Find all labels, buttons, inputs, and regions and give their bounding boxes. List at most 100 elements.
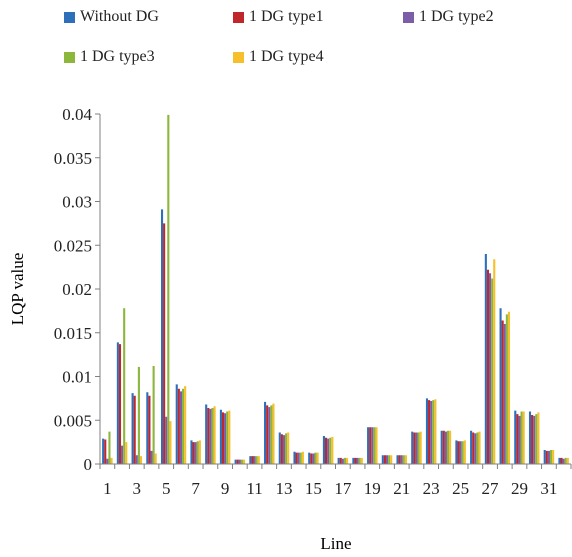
- bar-5-line-29: [522, 411, 525, 464]
- bar-2-line-14: [295, 452, 298, 465]
- bar-1-line-29: [514, 410, 517, 465]
- bar-3-line-9: [224, 413, 227, 464]
- x-tick-label: 5: [162, 479, 171, 498]
- x-tick-label: 7: [191, 479, 200, 498]
- x-tick-label: 3: [133, 479, 142, 498]
- chart-legend: Without DG 1 DG type1 1 DG type2 1 DG ty…: [0, 0, 572, 90]
- bar-5-line-4: [154, 453, 157, 464]
- bar-4-line-8: [211, 408, 214, 464]
- bar-5-line-30: [537, 412, 540, 465]
- bar-1-line-14: [293, 451, 296, 464]
- x-tick-label: 1: [103, 479, 112, 498]
- bar-2-line-23: [428, 400, 431, 465]
- bar-5-line-23: [434, 399, 437, 464]
- bar-3-line-6: [179, 391, 182, 465]
- bar-5-line-20: [390, 455, 393, 464]
- legend-item-dg-type4: 1 DG type4: [233, 48, 324, 66]
- bars-group: [102, 114, 569, 465]
- bar-2-line-25: [457, 441, 460, 464]
- bar-4-line-12: [270, 405, 273, 465]
- bar-2-line-5: [163, 223, 166, 465]
- bar-2-line-2: [118, 344, 122, 465]
- bar-1-line-3: [131, 393, 134, 465]
- bar-1-line-21: [396, 455, 399, 464]
- bar-3-line-25: [459, 441, 462, 464]
- bar-5-line-10: [242, 459, 246, 465]
- bar-2-line-6: [177, 388, 180, 464]
- bar-2-line-15: [310, 453, 313, 464]
- bar-1-line-32: [558, 457, 561, 465]
- legend-label: Without DG: [80, 8, 159, 25]
- bar-4-line-22: [417, 432, 420, 464]
- bar-1-line-5: [160, 209, 164, 465]
- bar-2-line-16: [324, 437, 328, 464]
- bar-1-line-17: [337, 457, 340, 465]
- bar-2-line-18: [354, 457, 357, 465]
- bar-3-line-5: [165, 416, 168, 464]
- bar-4-line-6: [182, 388, 185, 464]
- legend-item-dg-type2: 1 DG type2: [403, 8, 494, 26]
- bar-1-line-24: [440, 430, 443, 464]
- bar-1-line-30: [528, 411, 532, 464]
- bar-1-line-10: [234, 459, 237, 465]
- bar-1-line-9: [219, 409, 222, 464]
- bar-4-line-30: [535, 414, 538, 465]
- x-tick-label: 9: [221, 479, 230, 498]
- legend-swatch: [233, 11, 244, 23]
- bar-3-line-31: [547, 450, 550, 465]
- bar-5-line-8: [213, 406, 216, 464]
- bar-3-line-28: [503, 324, 506, 464]
- bar-2-line-12: [266, 405, 269, 465]
- x-tick-label: 31: [540, 479, 557, 498]
- bar-3-line-12: [268, 407, 271, 465]
- y-tick-label: 0.025: [54, 236, 92, 255]
- x-tick-label: 13: [275, 479, 292, 498]
- x-tick-label: 27: [482, 479, 500, 498]
- x-tick-label: 19: [364, 479, 381, 498]
- legend-label: 1 DG type3: [80, 48, 155, 65]
- bar-5-line-6: [184, 386, 187, 465]
- bar-3-line-29: [518, 415, 521, 465]
- bar-2-line-20: [383, 455, 386, 464]
- bar-2-line-21: [398, 455, 401, 464]
- bar-5-line-28: [507, 311, 511, 464]
- bar-4-line-25: [461, 441, 464, 464]
- bar-2-line-26: [472, 432, 475, 464]
- y-tick-label: 0: [84, 455, 93, 474]
- bar-3-line-4: [150, 450, 153, 465]
- bar-5-line-1: [110, 457, 113, 465]
- bar-1-line-16: [322, 436, 325, 464]
- bar-4-line-23: [432, 400, 435, 465]
- bar-4-line-11: [255, 456, 258, 465]
- bar-4-line-5: [167, 114, 170, 465]
- bar-5-line-12: [272, 403, 275, 465]
- bar-1-line-1: [102, 438, 105, 465]
- bar-3-line-10: [238, 459, 241, 465]
- bar-2-line-10: [236, 459, 239, 465]
- bar-5-line-19: [375, 427, 378, 464]
- y-tick-label: 0.02: [62, 280, 92, 299]
- bar-2-line-19: [369, 427, 372, 464]
- bar-1-line-15: [308, 452, 311, 465]
- bar-1-line-26: [470, 430, 473, 464]
- bar-4-line-10: [240, 459, 243, 465]
- bar-3-line-27: [489, 273, 492, 464]
- x-tick-label: 29: [511, 479, 528, 498]
- bar-3-line-18: [356, 457, 359, 465]
- bar-2-line-24: [442, 430, 445, 464]
- legend-swatch: [233, 51, 244, 63]
- bar-1-line-23: [425, 398, 429, 465]
- bar-3-line-26: [474, 433, 477, 465]
- y-tick-label: 0.04: [62, 105, 92, 124]
- bar-1-line-20: [381, 455, 384, 464]
- legend-label: 1 DG type4: [249, 48, 324, 65]
- bar-5-line-16: [331, 436, 334, 465]
- bar-4-line-24: [446, 430, 450, 464]
- bar-4-line-18: [358, 457, 361, 465]
- bar-1-line-18: [352, 457, 355, 465]
- bar-1-line-22: [411, 431, 414, 465]
- y-tick-labels: 0 0.005 0.01 0.015 0.02 0.025 0.03 0.035 0.04: [54, 105, 93, 474]
- bar-4-line-1: [108, 431, 111, 465]
- bar-4-line-31: [549, 450, 553, 464]
- bar-3-line-21: [400, 455, 403, 464]
